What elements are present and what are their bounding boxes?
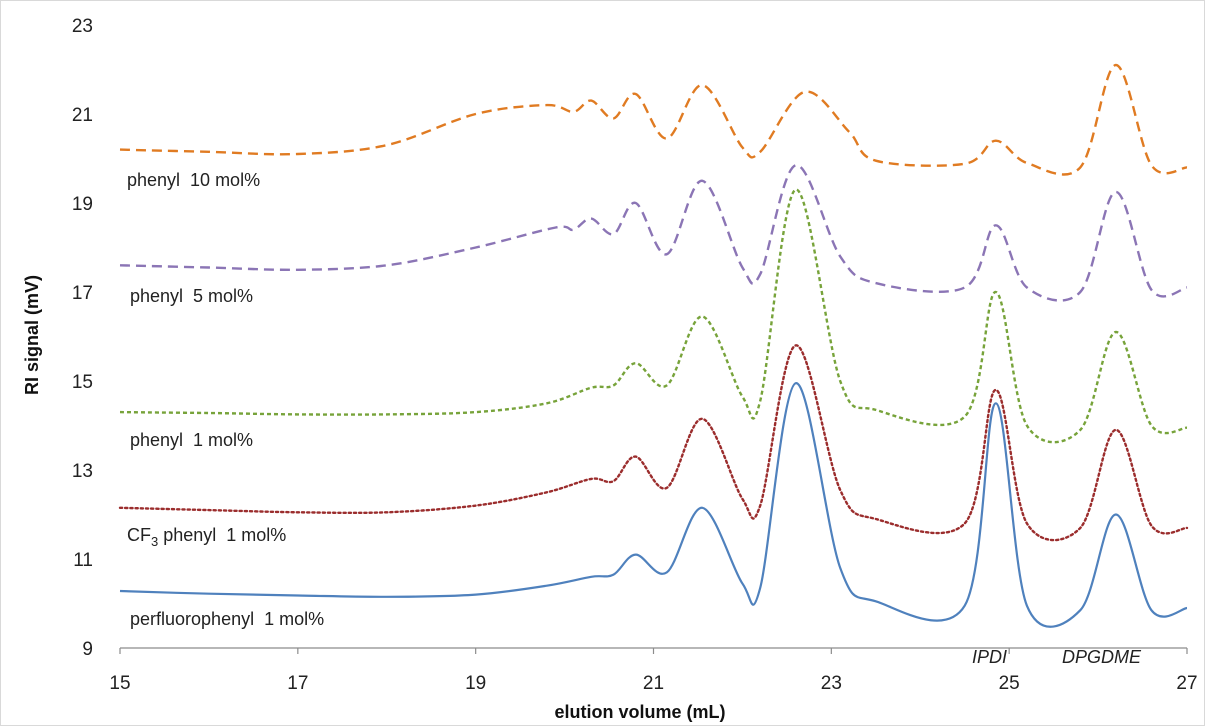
series-line-1 [119, 164, 1188, 302]
series-label-phenyl-5: phenyl 5 mol% [130, 286, 253, 306]
x-tick-label: 21 [643, 673, 664, 694]
series-label-cf3-phenyl-1: CF3 phenyl 1 mol% [127, 525, 286, 549]
annotation-dpgdme: DPGDME [1062, 647, 1142, 667]
y-tick-labels: 9 11 13 15 17 19 21 23 [72, 16, 93, 660]
y-tick-label: 19 [72, 194, 93, 215]
y-tick-label: 11 [73, 550, 93, 571]
y-tick-label: 9 [82, 639, 93, 660]
series-label-perfluorophenyl-1: perfluorophenyl 1 mol% [130, 609, 324, 629]
cf3-suffix: phenyl 1 mol% [158, 525, 286, 545]
x-tick-label: 23 [821, 673, 842, 694]
x-tick-marks [119, 648, 1188, 654]
y-axis-title: RI signal (mV) [22, 275, 42, 395]
y-tick-label: 13 [72, 461, 93, 482]
x-axis-title: elution volume (mL) [555, 702, 726, 722]
x-tick-label: 15 [109, 673, 130, 694]
series-line-0 [119, 63, 1188, 176]
x-tick-label: 17 [287, 673, 308, 694]
series-label-phenyl-1: phenyl 1 mol% [130, 430, 253, 450]
x-tick-label: 25 [999, 673, 1020, 694]
series-line-3 [118, 344, 1189, 542]
cf3-prefix: CF [127, 525, 151, 545]
y-tick-label: 23 [72, 16, 93, 37]
series-line-2 [119, 188, 1188, 444]
cf3-subscript: 3 [151, 534, 158, 549]
y-tick-label: 21 [72, 105, 93, 126]
series-label-phenyl-10: phenyl 10 mol% [127, 170, 260, 190]
series-lines [118, 63, 1189, 628]
x-tick-label: 19 [465, 673, 486, 694]
y-tick-label: 17 [72, 283, 93, 304]
x-tick-labels: 15 17 19 21 23 25 27 [109, 673, 1197, 694]
x-tick-label: 27 [1176, 673, 1197, 694]
y-tick-label: 15 [72, 372, 93, 393]
annotation-ipdi: IPDI [972, 647, 1007, 667]
series-line-4 [119, 382, 1188, 628]
